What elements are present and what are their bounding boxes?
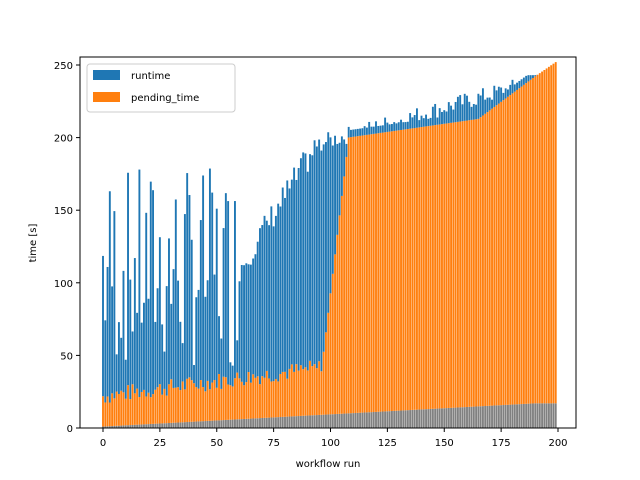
svg-text:250: 250 xyxy=(54,61,73,72)
svg-text:75: 75 xyxy=(267,438,280,449)
svg-text:175: 175 xyxy=(492,438,511,449)
runtime-swatch xyxy=(93,70,120,80)
svg-text:50: 50 xyxy=(210,438,223,449)
y-axis: 0 50 100 150 200 250 xyxy=(54,61,80,435)
x-axis-label: workflow run xyxy=(296,459,361,470)
svg-text:100: 100 xyxy=(321,438,340,449)
svg-text:125: 125 xyxy=(378,438,397,449)
svg-text:50: 50 xyxy=(60,351,73,362)
svg-text:0: 0 xyxy=(100,438,106,449)
y-axis-label: time [s] xyxy=(28,224,39,263)
legend: runtime pending_time xyxy=(86,63,236,113)
svg-text:150: 150 xyxy=(435,438,454,449)
svg-text:200: 200 xyxy=(54,134,73,145)
legend-box xyxy=(86,63,236,113)
svg-text:25: 25 xyxy=(154,438,167,449)
legend-pending: pending_time xyxy=(131,93,199,104)
pending-swatch xyxy=(93,92,120,102)
legend-runtime: runtime xyxy=(131,71,170,82)
bars xyxy=(102,62,557,428)
svg-text:150: 150 xyxy=(54,206,73,217)
svg-text:200: 200 xyxy=(548,438,567,449)
svg-text:100: 100 xyxy=(54,279,73,290)
svg-text:0: 0 xyxy=(67,424,73,435)
x-axis: 0 25 50 75 100 125 150 175 200 xyxy=(100,428,568,449)
plot-frame xyxy=(79,56,577,429)
